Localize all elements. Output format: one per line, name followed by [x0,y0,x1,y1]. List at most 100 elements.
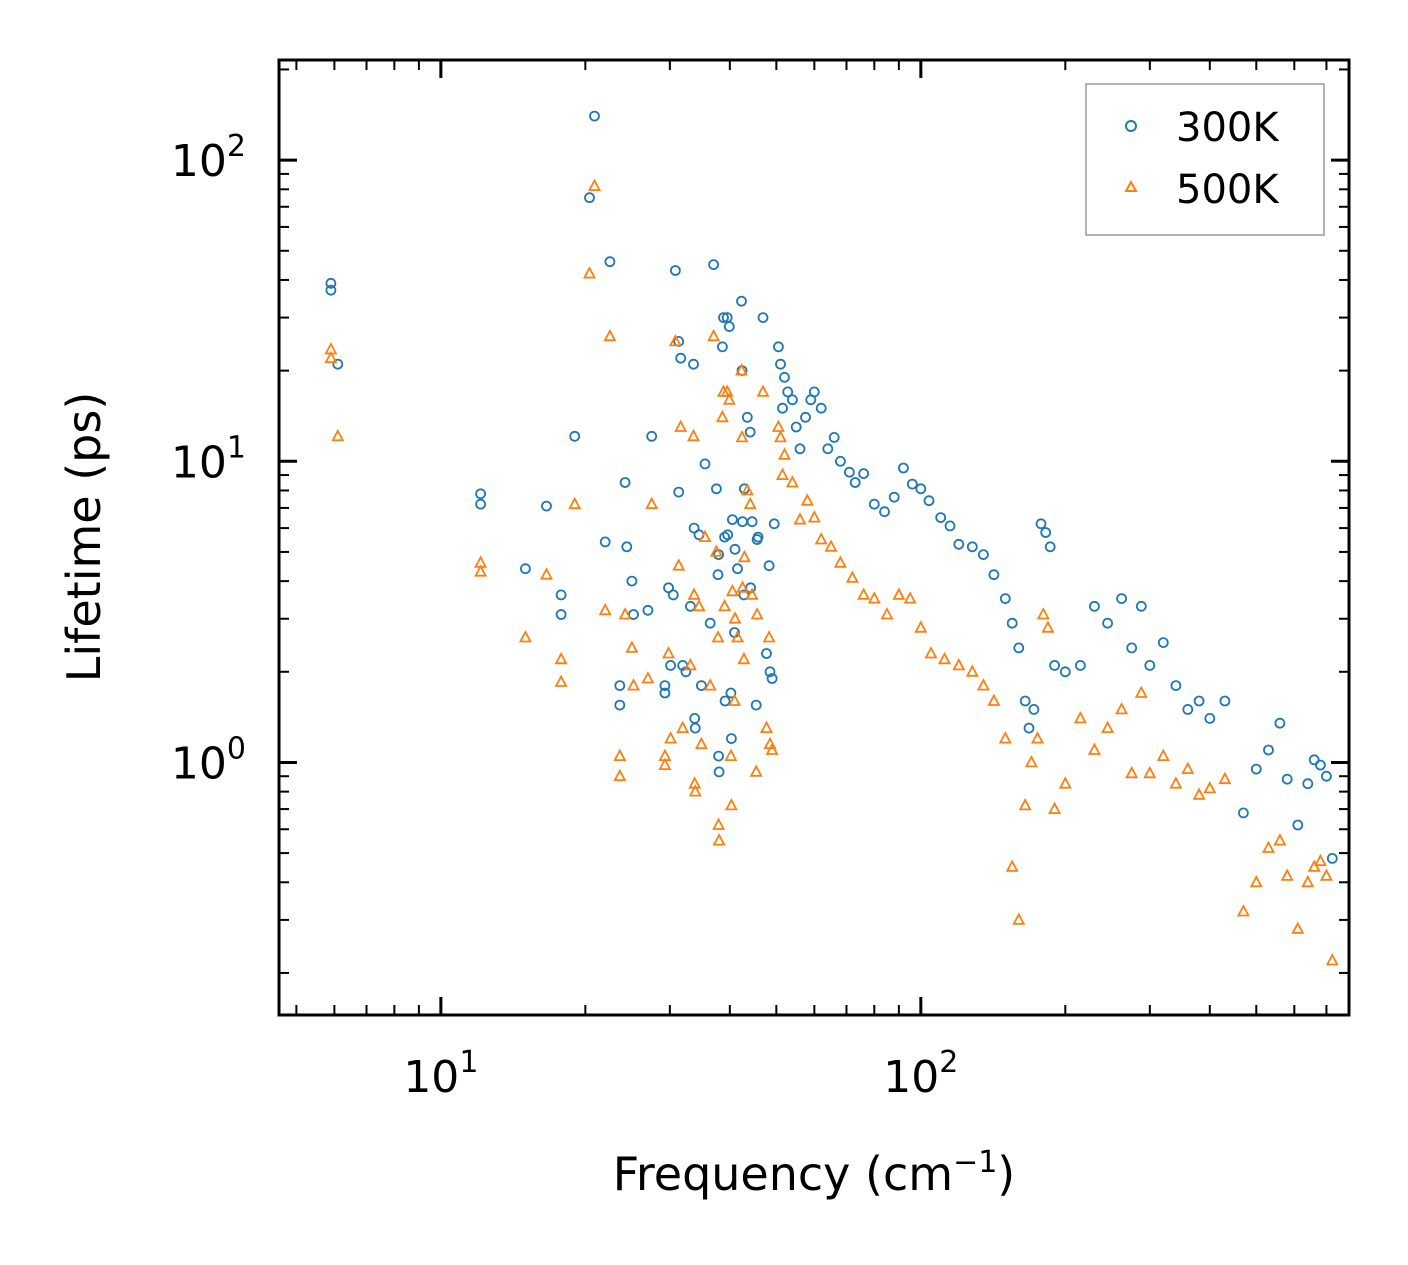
data-point-300K [1263,744,1274,756]
data-point-300K [1126,642,1138,654]
data-point-500K [518,630,532,643]
data-point-500K [1058,776,1072,789]
data-point-500K [694,736,708,750]
data-point-500K [736,580,749,593]
data-point-300K [659,687,671,699]
data-point-300K [1013,642,1025,654]
data-point-300K [704,617,716,629]
data-point-300K [569,430,581,442]
data-point-500K [731,630,744,643]
data-point-500K [785,475,799,488]
data-point-300K [475,498,487,510]
data-point-300K [1302,778,1314,790]
data-point-300K [978,549,989,560]
data-point-300K [888,491,900,503]
data-point-300K [621,541,633,553]
data-point-300K [332,358,344,370]
data-point-300K [1315,759,1326,771]
data-point-300K [808,386,820,398]
data-point-500K [618,607,632,620]
data-point-300K [741,411,753,423]
data-point-500K [1218,771,1232,785]
data-point-500K [674,419,688,432]
data-point-500K [903,591,917,604]
data-point-500K [613,768,627,782]
data-point-300K [1089,600,1100,612]
data-point-500K [1005,859,1019,872]
data-point-500K [687,428,700,442]
data-point-500K [725,583,739,597]
data-point-300K [822,443,834,455]
data-point-300K [1308,754,1320,766]
data-point-500K [914,620,928,633]
data-point-500K [737,651,751,665]
data-point-300K [555,589,567,601]
data-point-300K [1028,704,1040,715]
data-point-300K [944,520,956,532]
data-point-300K [718,312,729,324]
data-point-500K [707,328,721,342]
y-tick-label-exp: 0 [227,731,246,766]
data-point-300K [1292,819,1304,831]
data-point-300K [712,569,724,581]
data-point-500K [641,671,655,684]
data-point-300K [898,462,909,474]
data-point-300K [1326,853,1338,864]
data-point-500K [965,664,979,677]
data-point-300K [1023,722,1035,734]
data-point-500K [1031,731,1044,744]
data-point-500K [1125,765,1139,779]
data-point-500K [722,392,736,405]
legend: 300K 500K [1085,83,1325,236]
data-point-500K [749,764,763,777]
data-point-500K [1087,742,1101,755]
data-point-500K [756,384,770,397]
data-point-300K [646,430,658,442]
data-point-300K [815,402,827,414]
data-point-500K [1280,868,1294,881]
data-point-300K [667,589,679,601]
data-point-500K [807,510,821,523]
data-point-300K [541,500,552,512]
data-point-500K [924,646,938,659]
data-point-300K [744,426,756,438]
data-point-500K [627,678,640,691]
data-point-300K [1006,617,1018,629]
data-point-500K [1018,797,1032,811]
data-point-300K [999,593,1011,604]
data-point-500K [1012,912,1026,925]
y-tick-label: 102 [171,129,246,187]
data-point-300K [1059,666,1071,678]
data-point-500K [771,419,785,432]
data-point-300K [763,560,775,572]
data-point-500K [1181,761,1195,774]
data-point-300K [1116,593,1127,604]
data-point-500K [1101,720,1115,733]
data-point-300K [717,341,728,353]
data-point-300K [1204,713,1216,724]
data-point-500K [728,693,741,706]
data-point-300K [325,284,337,296]
data-point-500K [324,350,338,364]
data-point-300K [773,341,784,353]
data-point-500K [1192,787,1206,800]
data-point-300K [688,358,699,370]
data-point-300K [1044,541,1056,553]
data-point-300K [764,666,776,678]
data-point-300K [614,680,626,691]
data-point-300K [752,531,764,543]
data-point-500K [745,587,759,600]
data-point-300K [685,600,696,612]
y-tick-label-exp: 2 [227,129,246,164]
x-axis-title-sup: −1 [953,1145,997,1180]
legend-marker-300K [1125,120,1137,132]
data-point-500K [554,674,568,687]
data-point-500K [625,640,639,653]
data-point-300K [1157,637,1169,648]
data-point-300K [723,321,735,333]
data-point-300K [1040,527,1052,538]
y-tick-label-base: 10 [171,136,227,187]
data-point-300K [722,529,734,541]
data-point-300K [713,766,725,778]
y-tick-label: 100 [171,731,246,789]
